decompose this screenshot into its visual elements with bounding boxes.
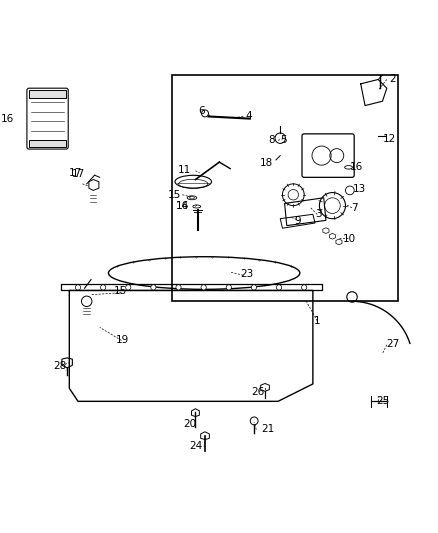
Text: 17: 17 (69, 168, 82, 178)
Text: 4: 4 (245, 110, 251, 120)
Text: 20: 20 (183, 419, 196, 429)
Text: 12: 12 (381, 134, 395, 144)
Text: 10: 10 (343, 234, 356, 244)
Text: 7: 7 (350, 203, 357, 213)
Text: 5: 5 (280, 135, 286, 146)
Circle shape (226, 285, 231, 290)
Text: 14: 14 (175, 200, 189, 211)
Text: 8: 8 (268, 134, 275, 144)
Circle shape (125, 285, 131, 290)
Text: 18: 18 (260, 158, 273, 168)
Text: 16: 16 (349, 163, 362, 172)
Text: 2: 2 (388, 74, 395, 84)
Text: 16: 16 (1, 114, 14, 124)
Circle shape (100, 285, 106, 290)
Text: 3: 3 (315, 209, 321, 219)
Circle shape (301, 285, 306, 290)
Circle shape (276, 285, 281, 290)
Text: 13: 13 (353, 184, 366, 194)
Text: 17: 17 (71, 169, 85, 179)
Circle shape (201, 285, 206, 290)
Text: 23: 23 (240, 269, 253, 279)
Text: 25: 25 (376, 397, 389, 406)
Circle shape (150, 285, 155, 290)
Circle shape (176, 285, 181, 290)
Text: 27: 27 (385, 339, 398, 349)
Text: 15: 15 (114, 286, 127, 296)
Text: 24: 24 (188, 441, 201, 451)
Bar (29, 91, 66, 98)
Text: 9: 9 (293, 216, 300, 227)
FancyBboxPatch shape (301, 134, 353, 177)
Text: 26: 26 (251, 387, 264, 397)
Text: 16: 16 (175, 201, 189, 212)
Text: 15: 15 (168, 190, 181, 200)
Circle shape (251, 285, 256, 290)
Bar (29, 140, 66, 147)
Text: 28: 28 (53, 361, 66, 370)
Text: 19: 19 (116, 335, 129, 344)
Text: 11: 11 (177, 165, 191, 174)
Text: 1: 1 (313, 316, 320, 326)
Text: 21: 21 (261, 424, 274, 434)
Circle shape (75, 285, 81, 290)
Text: 6: 6 (198, 106, 204, 116)
FancyBboxPatch shape (27, 88, 68, 149)
